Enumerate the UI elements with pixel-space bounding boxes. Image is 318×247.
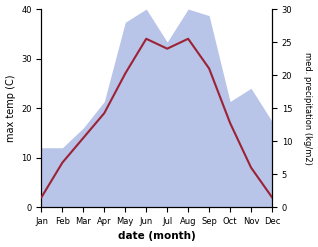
Y-axis label: max temp (C): max temp (C) bbox=[5, 74, 16, 142]
Y-axis label: med. precipitation (kg/m2): med. precipitation (kg/m2) bbox=[303, 52, 313, 165]
X-axis label: date (month): date (month) bbox=[118, 231, 196, 242]
